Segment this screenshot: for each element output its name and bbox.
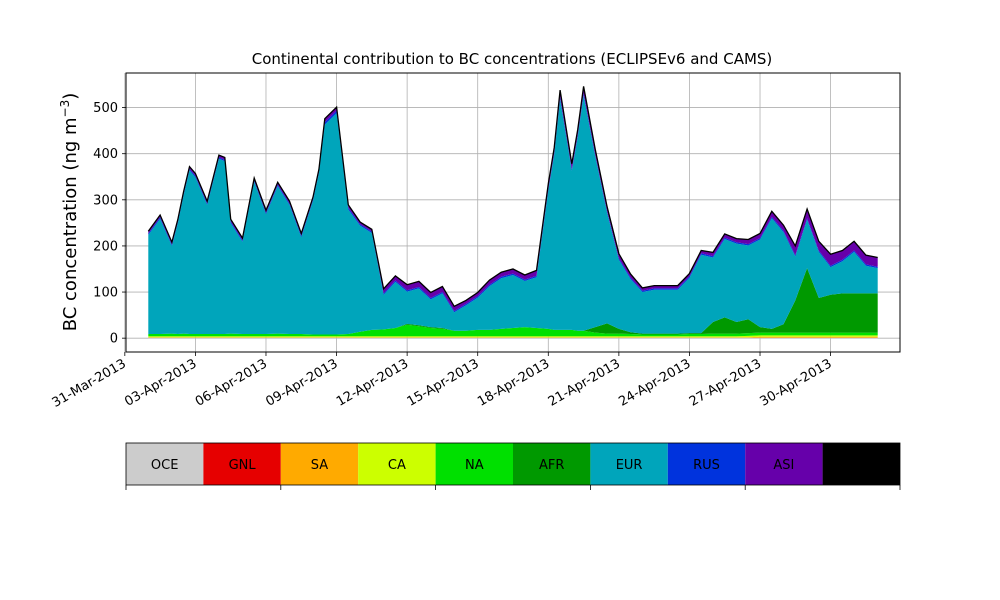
x-tick-label: 06-Apr-2013 <box>193 356 270 409</box>
area-na <box>148 324 878 337</box>
y-tick-label: 500 <box>93 101 118 116</box>
plot-frame <box>125 72 901 353</box>
y-axis-label-close: ) <box>60 93 81 100</box>
legend-label-rus: RUS <box>693 458 720 473</box>
legend-frame <box>125 442 901 486</box>
x-tick-label: 21-Apr-2013 <box>546 356 623 409</box>
legend-label-oce: OCE <box>151 458 179 473</box>
legend-colorbar: OCE GNL SA CA NA AFR EUR RUS ASI AUS <box>125 442 901 490</box>
x-tick-label: 31-Mar-2013 <box>50 356 129 410</box>
chart-title: Continental contribution to BC concentra… <box>252 50 773 68</box>
x-tick-label: 15-Apr-2013 <box>405 356 482 409</box>
legend-label-sa: SA <box>311 458 328 473</box>
area-eur <box>148 95 878 335</box>
y-tick-label: 400 <box>93 147 118 162</box>
area-afr <box>148 268 878 335</box>
total-outline <box>147 86 878 308</box>
y-tick-label: 200 <box>93 239 118 254</box>
y-tick-label: 300 <box>93 193 118 208</box>
area-sa <box>148 336 878 338</box>
x-tick-label: 09-Apr-2013 <box>263 356 340 409</box>
legend-label-asi: ASI <box>773 458 794 473</box>
y-axis-label-text: BC concentration (ng m <box>60 117 81 331</box>
legend-label-na: NA <box>465 458 484 473</box>
total-line <box>147 86 878 308</box>
y-axis-label: BC concentration (ng m−3) <box>58 93 81 332</box>
legend-label-afr: AFR <box>539 458 564 473</box>
y-tick-label: 100 <box>93 286 118 301</box>
x-tick-label: 27-Apr-2013 <box>687 356 764 409</box>
x-tick-label: 03-Apr-2013 <box>122 356 199 409</box>
legend-label-eur: EUR <box>616 458 643 473</box>
legend-swatch-gnl <box>203 443 281 485</box>
x-tick-label: 18-Apr-2013 <box>475 356 552 409</box>
legend-label-aus: AUS <box>848 458 875 473</box>
legend-label-ca: CA <box>388 458 406 473</box>
legend-swatch-oce <box>126 443 204 485</box>
y-axis: 0 100 200 300 400 500 <box>93 101 126 347</box>
y-axis-label-exponent: −3 <box>58 100 72 118</box>
stacked-areas <box>148 86 878 339</box>
y-tick-label: 0 <box>110 332 118 347</box>
legend-label-gnl: GNL <box>229 458 257 473</box>
legend-swatch-sa <box>280 443 359 485</box>
legend-swatch-na <box>435 443 513 485</box>
x-axis: 31-Mar-201303-Apr-201306-Apr-201309-Apr-… <box>50 352 835 411</box>
legend-swatch-rus <box>667 443 746 485</box>
legend-swatch-afr <box>513 443 591 485</box>
legend-swatch-aus <box>822 443 900 485</box>
x-tick-label: 12-Apr-2013 <box>334 356 411 409</box>
legend-swatch-ca <box>358 443 436 485</box>
x-tick-label: 24-Apr-2013 <box>616 356 693 409</box>
area-oce <box>148 337 878 339</box>
x-tick-label: 30-Apr-2013 <box>757 356 834 409</box>
legend-swatch-eur <box>590 443 668 485</box>
legend-swatch-asi <box>745 443 823 485</box>
